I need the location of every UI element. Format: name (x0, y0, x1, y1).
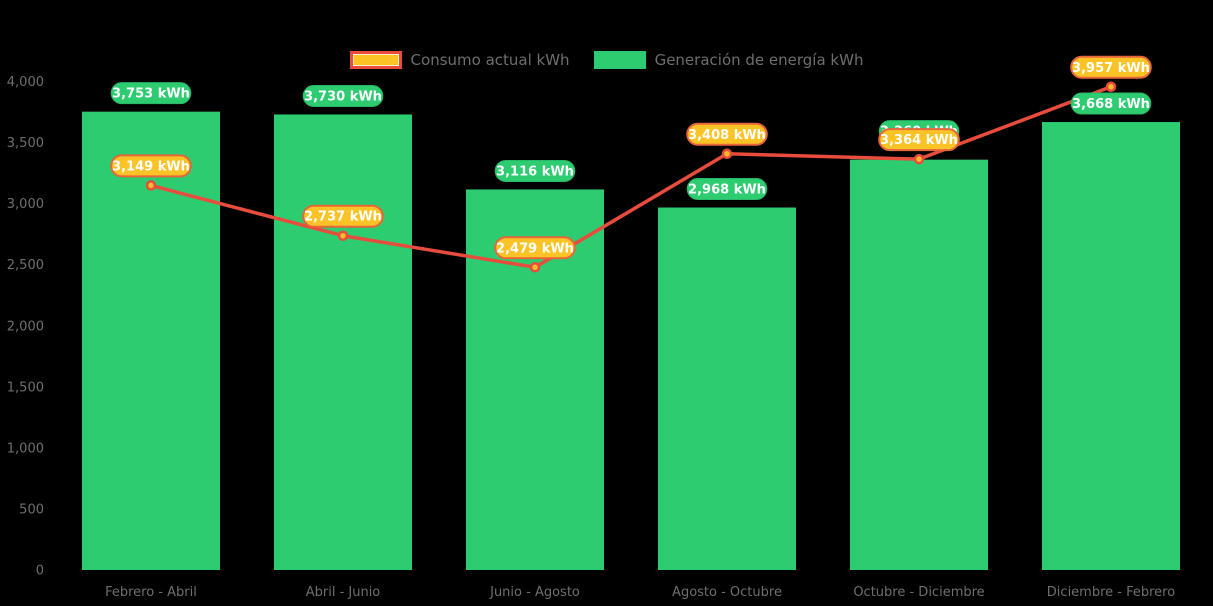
x-axis-label: Octubre - Diciembre (853, 585, 984, 600)
svg-text:3,116 kWh: 3,116 kWh (496, 164, 574, 179)
legend-item-generation[interactable]: Generación de energía kWh (593, 51, 864, 69)
svg-text:3,149 kWh: 3,149 kWh (112, 159, 190, 174)
x-axis-label: Junio - Agosto (489, 585, 580, 600)
consumption-value-label: 3,364 kWh (878, 128, 960, 152)
y-axis-label: 2,500 (7, 258, 44, 273)
svg-text:3,364 kWh: 3,364 kWh (880, 133, 958, 148)
consumption-point[interactable] (1105, 81, 1117, 93)
generation-bar[interactable] (850, 159, 988, 570)
svg-text:2,479 kWh: 2,479 kWh (496, 241, 574, 256)
svg-text:2,968 kWh: 2,968 kWh (688, 183, 766, 198)
svg-text:3,408 kWh: 3,408 kWh (688, 128, 766, 143)
generation-bar[interactable] (274, 114, 412, 570)
consumption-swatch-icon (349, 51, 402, 69)
y-axis-label: 3,000 (7, 197, 44, 212)
generation-swatch-icon (593, 51, 646, 69)
consumption-point[interactable] (337, 230, 349, 241)
chart-legend: Consumo actual kWh Generación de energía… (349, 51, 864, 69)
y-axis-label: 1,000 (7, 441, 44, 456)
svg-text:3,730 kWh: 3,730 kWh (304, 89, 382, 104)
consumption-value-label: 3,957 kWh (1070, 55, 1152, 79)
generation-value-label: 3,116 kWh (494, 159, 576, 182)
x-axis-label: Febrero - Abril (105, 585, 197, 600)
generation-value-label: 3,668 kWh (1070, 92, 1152, 115)
svg-text:2,737 kWh: 2,737 kWh (304, 210, 382, 225)
svg-text:3,753 kWh: 3,753 kWh (112, 87, 190, 102)
consumption-value-label: 3,408 kWh (686, 122, 768, 146)
x-axis-label: Agosto - Octubre (672, 585, 782, 600)
y-axis-label: 2,000 (7, 319, 44, 334)
legend-label-generation: Generación de energía kWh (654, 51, 864, 69)
consumption-value-label: 3,149 kWh (110, 154, 192, 178)
consumption-point[interactable] (721, 148, 733, 160)
x-axis-label: Diciembre - Febrero (1047, 585, 1175, 600)
generation-value-label: 3,753 kWh (110, 82, 192, 105)
consumption-value-label: 2,479 kWh (494, 236, 576, 260)
y-axis-label: 1,500 (7, 380, 44, 395)
generation-value-label: 2,968 kWh (686, 178, 768, 201)
consumption-point[interactable] (913, 153, 925, 165)
consumption-point[interactable] (529, 262, 541, 273)
legend-item-consumption[interactable]: Consumo actual kWh (349, 51, 570, 69)
generation-value-label: 3,730 kWh (302, 84, 384, 107)
consumption-point[interactable] (145, 180, 157, 191)
x-axis-label: Abril - Junio (306, 585, 381, 600)
y-axis-label: 4,000 (7, 75, 44, 90)
legend-label-consumption: Consumo actual kWh (410, 51, 570, 69)
y-axis-label: 3,500 (7, 136, 44, 151)
generation-bar[interactable] (1042, 122, 1180, 570)
consumption-value-label: 2,737 kWh (302, 204, 384, 228)
generation-bar[interactable] (658, 207, 796, 570)
y-axis-label: 500 (19, 502, 44, 517)
svg-text:3,668 kWh: 3,668 kWh (1072, 97, 1150, 112)
y-axis-label: 0 (36, 564, 44, 579)
svg-text:3,957 kWh: 3,957 kWh (1072, 61, 1150, 76)
